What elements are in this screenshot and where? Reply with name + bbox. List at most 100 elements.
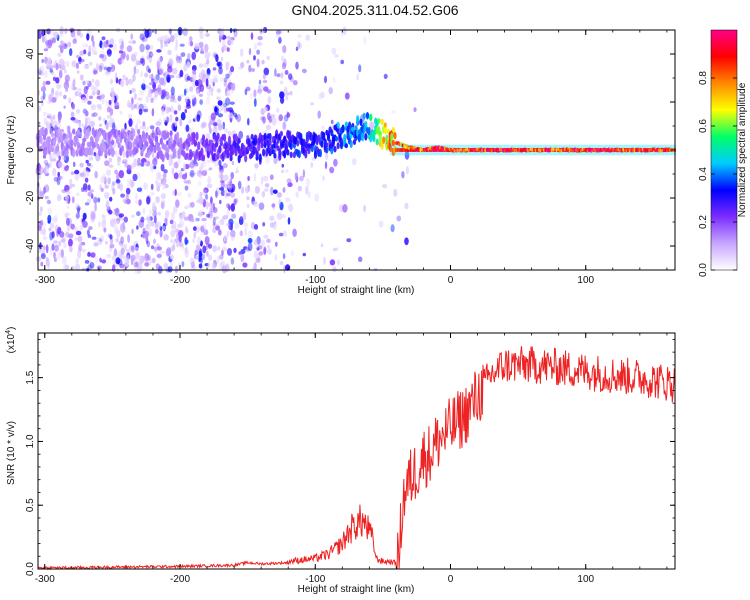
spectrogram-cell (69, 178, 73, 186)
spectrogram-cell (266, 55, 270, 61)
spectrogram-cell (97, 197, 101, 203)
spectrogram-ridge-cell (288, 130, 292, 140)
spectrogram-cell (74, 263, 81, 271)
spectrogram-cell (197, 212, 204, 217)
spectrogram-cell (164, 217, 168, 223)
spectrogram-cell (159, 67, 165, 76)
spectrogram-cell (270, 186, 274, 196)
spectrogram-cell (331, 47, 337, 55)
spectrogram-cell (263, 234, 269, 239)
spectrogram-cell (195, 244, 201, 252)
spectrogram-cell (174, 45, 178, 51)
spectrogram-ridge-cell (158, 130, 162, 136)
spectrogram-cell (54, 244, 59, 252)
spectrogram-cell (88, 226, 93, 231)
spectrogram-cell (115, 179, 121, 184)
spectrogram-cell (214, 216, 219, 220)
spectrogram-cell (76, 192, 80, 197)
spectrogram-ridge-cell (375, 138, 379, 146)
spectrogram-cell (58, 175, 62, 180)
spectrogram-cell (164, 210, 170, 219)
spectrogram-cell (288, 203, 294, 213)
spectrogram-cell (69, 48, 73, 57)
spectrogram-cell (58, 161, 63, 169)
spectrogram-ridge-cell (330, 146, 334, 155)
spectrogram-cell (98, 221, 101, 228)
spectrogram-cell (198, 181, 202, 186)
spectrogram-cell (72, 79, 76, 88)
spectrogram-cell (188, 119, 192, 124)
spectrogram-cell (88, 156, 94, 161)
spectrogram-cell (98, 65, 103, 73)
spectrogram-cell (63, 94, 67, 100)
spectrogram-cell (198, 196, 204, 205)
spectrogram-cell (231, 161, 235, 166)
spectrogram-cell (222, 246, 228, 252)
spectrogram-cell (145, 44, 150, 51)
spectrogram-cell (262, 129, 269, 136)
spectrogram-cell (241, 186, 245, 194)
spectrogram-cell (143, 108, 149, 112)
spectrogram-cell (160, 199, 166, 208)
spectrogram-cell (109, 196, 113, 202)
spectrogram-cell (43, 186, 46, 195)
spectrogram-cell (174, 228, 180, 233)
spectrogram-cell (42, 155, 47, 159)
spectrogram-cell (231, 213, 237, 219)
spectrogram-cell (253, 239, 258, 246)
spectrogram-cell (263, 86, 269, 92)
spectrogram-cell (288, 73, 293, 80)
spectrogram-cell (185, 124, 190, 132)
spectrogram-cell (197, 236, 201, 245)
spectrogram-cell (114, 169, 118, 175)
spectrogram-cell (163, 71, 170, 78)
spectrogram-cell (358, 256, 363, 263)
spectrogram-cell (215, 187, 220, 197)
spectrogram-cell (148, 74, 154, 79)
spectrogram-cell (75, 230, 82, 236)
spectrogram-cell (257, 35, 263, 41)
spectrogram-cell (62, 156, 67, 161)
spectrogram-cell (144, 29, 150, 39)
spectrogram-cell (206, 183, 213, 189)
spectrogram-cell (253, 43, 257, 50)
spectrogram-cell (203, 62, 209, 68)
spectrogram-cell (223, 102, 228, 108)
spectrogram-cell (86, 33, 90, 41)
spectrogram-cell (280, 96, 285, 104)
spectrogram-cell (245, 86, 251, 92)
spectrogram-cell (229, 101, 235, 105)
spectrogram-cell (279, 201, 284, 211)
spectrogram-cell (76, 70, 80, 74)
spectrogram-ridge-cell (141, 130, 146, 139)
spectrogram-ridge-cell (128, 140, 133, 150)
spectrogram-ridge-cell (150, 139, 154, 147)
spectrogram-ridge-cell (378, 134, 382, 144)
spectrogram-cell (332, 266, 337, 273)
spectrogram-ridge-cell (190, 152, 194, 158)
spectrogram-cell (266, 238, 271, 243)
spectrogram-cell (276, 107, 280, 113)
spectrogram-ridge-cell (132, 128, 136, 137)
spectrogram-cell (53, 240, 59, 244)
spectrogram-cell (156, 221, 162, 229)
spectrogram-cell (131, 245, 135, 253)
snr-series-line (37, 346, 676, 571)
spectrogram-cell (54, 224, 59, 233)
spectrogram-ridge-cell (227, 135, 232, 144)
spectrogram-cell (177, 95, 182, 102)
spectrogram-cell (231, 82, 236, 91)
spectrogram-cell (274, 254, 278, 261)
spectrogram-cell (162, 103, 167, 109)
spectrogram-tone-core (434, 148, 436, 152)
spectrogram-cell (172, 221, 177, 227)
spectrogram-cell (122, 74, 126, 78)
spectrogram-ridge-cell (39, 136, 43, 144)
spectrogram-cell (104, 184, 109, 189)
spectrogram-cell (85, 110, 89, 117)
spectrogram-ridge-cell (284, 139, 288, 147)
spectrogram-cell (152, 165, 157, 170)
spectrogram-cell (152, 211, 156, 217)
spectrogram-cell (79, 50, 84, 56)
spectrogram-cell (65, 231, 70, 238)
